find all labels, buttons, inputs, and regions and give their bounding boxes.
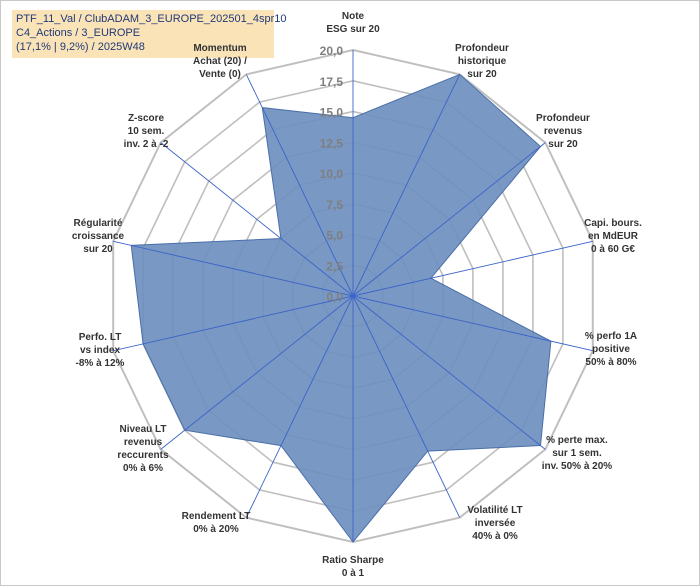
axis-label-10: Perfo. LT vs index -8% à 12% [76, 332, 125, 369]
spoke-2 [352, 142, 546, 297]
axis-label-10-line-2: -8% à 12% [76, 358, 125, 369]
spoke-3 [352, 240, 593, 297]
tick-label-6: 15,0 [320, 106, 344, 120]
chart-title-box: PTF_11_Val / ClubADAM_3_EUROPE_202501_4s… [12, 10, 287, 58]
tick-label-0: 0,0 [326, 290, 343, 304]
axis-label-7: Ratio Sharpe 0 à 1 [322, 555, 384, 579]
axis-label-2: Profondeur revenus sur 20 [536, 113, 590, 150]
axis-label-13-line-2: Vente (0) [199, 69, 241, 80]
chart-title-line-3: (17,1% | 9,2%) / 2025W48 [16, 41, 145, 53]
axis-label-4-line-0: % perfo 1A [585, 331, 637, 342]
spoke-9 [160, 295, 354, 450]
axis-label-2-line-0: Profondeur [536, 113, 590, 124]
axis-label-7-line-1: 0 à 1 [342, 568, 365, 579]
axis-label-1-line-1: historique [458, 56, 507, 67]
axis-label-6-line-1: inversée [475, 518, 516, 529]
axis-label-11-line-1: croissance [72, 231, 125, 242]
axis-label-12: Z-score 10 sem. inv. 2 à -2 [124, 113, 169, 150]
axis-label-7-line-0: Ratio Sharpe [322, 555, 384, 566]
axis-label-6-line-2: 40% à 0% [472, 531, 518, 542]
axis-label-0-line-1: ESG sur 20 [326, 24, 380, 35]
spoke-4 [352, 295, 593, 352]
axis-label-9: Niveau LT revenus reccurents 0% à 6% [117, 424, 169, 474]
spoke-8 [245, 295, 354, 518]
radial-tick-labels: 0,0 2,5 5,0 7,5 10,0 12,5 15,0 17,5 20,0 [320, 44, 344, 304]
axis-label-12-line-0: Z-score [128, 113, 165, 124]
axis-label-0: Note ESG sur 20 [326, 11, 380, 35]
axis-label-5-line-0: % perte max. [546, 435, 608, 446]
axis-label-6-line-0: Volatilité LT [467, 505, 522, 516]
axis-label-2-line-1: revenus [544, 126, 583, 137]
spoke-12 [160, 142, 354, 297]
spoke-11 [113, 240, 354, 297]
axis-label-9-line-1: revenus [124, 437, 163, 448]
spoke-5 [352, 295, 546, 450]
axis-label-1-line-2: sur 20 [467, 69, 497, 80]
tick-label-2: 5,0 [326, 229, 343, 243]
axis-label-4: % perfo 1A positive 50% à 80% [585, 331, 637, 368]
axis-label-11-line-2: sur 20 [83, 244, 113, 255]
axis-labels: Note ESG sur 20 Profondeur historique sur 20… [72, 11, 642, 579]
axis-label-3-line-2: 0 à 60 G€ [591, 244, 635, 255]
axis-label-2-line-2: sur 20 [548, 139, 578, 150]
axis-label-1: Profondeur historique sur 20 [455, 43, 509, 80]
tick-label-5: 12,5 [320, 136, 344, 150]
axis-label-3-line-0: Capi. bours. [584, 218, 642, 229]
axis-label-13-line-1: Achat (20) / [193, 56, 247, 67]
axis-label-12-line-1: 10 sem. [128, 126, 165, 137]
axis-label-3: Capi. bours. en MdEUR 0 à 60 G€ [584, 218, 642, 255]
tick-label-8: 20,0 [320, 44, 344, 58]
axis-label-5-line-2: inv. 50% à 20% [542, 461, 613, 472]
tick-label-3: 7,5 [326, 198, 343, 212]
tick-label-7: 17,5 [320, 75, 344, 89]
spoke-1 [352, 74, 461, 297]
axis-label-12-line-2: inv. 2 à -2 [124, 139, 169, 150]
axis-label-5: % perte max. sur 1 sem. inv. 50% à 20% [542, 435, 613, 472]
axis-label-13-line-0: Momentum [193, 43, 246, 54]
axis-label-5-line-1: sur 1 sem. [552, 448, 602, 459]
axis-label-9-line-2: reccurents [117, 450, 169, 461]
tick-label-1: 2,5 [326, 259, 343, 273]
axis-label-9-line-3: 0% à 6% [123, 463, 163, 474]
chart-title-line-1: PTF_11_Val / ClubADAM_3_EUROPE_202501_4s… [16, 13, 287, 25]
axis-label-1-line-0: Profondeur [455, 43, 509, 54]
spoke-10 [113, 295, 354, 352]
axis-label-0-line-0: Note [342, 11, 365, 22]
axis-label-11-line-0: Régularité [74, 218, 123, 229]
axis-label-13: Momentum Achat (20) / Vente (0) [193, 43, 247, 80]
axis-label-4-line-2: 50% à 80% [585, 357, 636, 368]
axis-label-9-line-0: Niveau LT [119, 424, 166, 435]
axis-label-8-line-0: Rendement LT [182, 511, 251, 522]
axis-label-10-line-0: Perfo. LT [79, 332, 122, 343]
radar-spokes [113, 50, 593, 542]
chart-title-line-2: C4_Actions / 3_EUROPE [16, 27, 141, 39]
axis-label-8-line-1: 0% à 20% [193, 524, 239, 535]
axis-label-11: Régularité croissance sur 20 [72, 218, 125, 255]
axis-label-8: Rendement LT 0% à 20% [182, 511, 251, 535]
axis-label-6: Volatilité LT inversée 40% à 0% [467, 505, 522, 542]
spoke-6 [352, 295, 461, 518]
tick-label-4: 10,0 [320, 167, 344, 181]
axis-label-3-line-1: en MdEUR [588, 231, 639, 242]
axis-label-4-line-1: positive [592, 344, 630, 355]
spoke-13 [245, 74, 354, 297]
axis-label-10-line-1: vs index [80, 345, 120, 356]
